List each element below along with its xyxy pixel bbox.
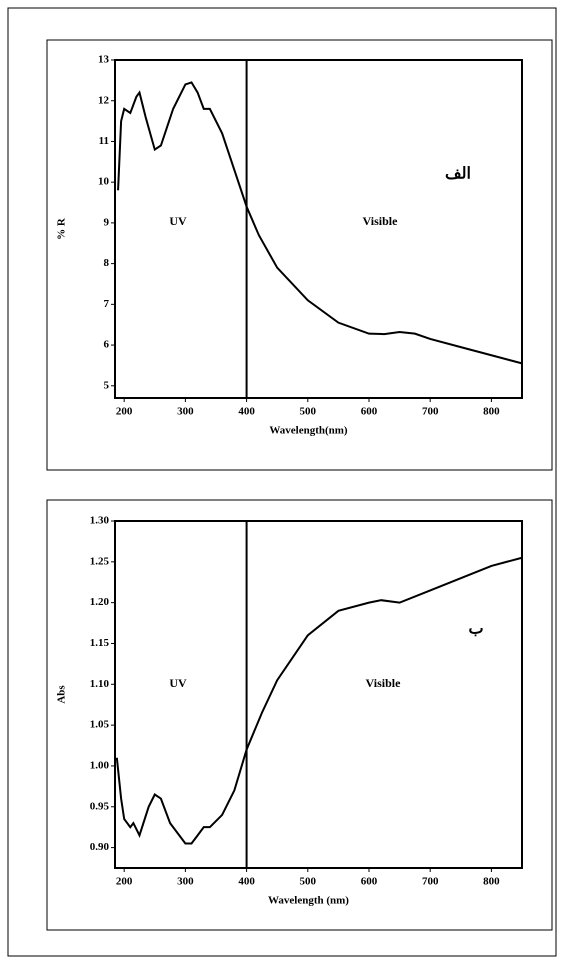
- y-tick-label: 1.10: [90, 678, 110, 690]
- annotation: Visible: [366, 676, 402, 690]
- y-tick-label: 10: [98, 176, 110, 188]
- plot-area: [114, 520, 523, 869]
- annotation: UV: [169, 214, 187, 228]
- x-tick-label: 400: [238, 406, 255, 418]
- x-axis-label: Wavelength (nm): [268, 895, 349, 907]
- y-tick-label: 11: [99, 135, 109, 147]
- x-tick-label: 300: [177, 406, 194, 418]
- y-tick-label: 1.20: [90, 596, 110, 608]
- x-tick-label: 300: [177, 876, 194, 888]
- y-tick-label: 7: [104, 298, 110, 310]
- x-tick-label: 200: [116, 876, 133, 888]
- x-tick-label: 800: [483, 406, 500, 418]
- annotation: الف: [445, 166, 471, 183]
- y-tick-label: 0.90: [90, 841, 110, 853]
- x-tick-label: 700: [422, 876, 439, 888]
- x-tick-label: 600: [361, 406, 378, 418]
- outer-frame: [7, 7, 557, 957]
- plot-area: [114, 59, 523, 399]
- x-tick-label: 200: [116, 406, 133, 418]
- y-tick-label: 1.15: [90, 637, 110, 649]
- y-axis-label: Abs: [56, 685, 68, 704]
- y-tick-label: 5: [104, 379, 110, 391]
- y-tick-label: 1.00: [90, 759, 110, 771]
- annotation: UV: [169, 676, 187, 690]
- y-tick-label: 12: [98, 94, 110, 106]
- x-tick-label: 400: [238, 876, 255, 888]
- x-axis-label: Wavelength(nm): [269, 425, 348, 437]
- data-line: [117, 81, 523, 365]
- x-tick-label: 700: [422, 406, 439, 418]
- chart-frame: [46, 39, 553, 471]
- annotation: Visible: [363, 214, 399, 228]
- x-tick-label: 600: [361, 876, 378, 888]
- x-tick-label: 500: [300, 406, 317, 418]
- y-tick-label: 1.25: [90, 555, 110, 567]
- x-tick-label: 800: [483, 876, 500, 888]
- chart-frame: [46, 499, 553, 931]
- y-tick-label: 0.95: [90, 800, 110, 812]
- y-tick-label: 1.30: [90, 515, 110, 527]
- y-tick-label: 1.05: [90, 719, 110, 731]
- y-tick-label: 6: [104, 339, 110, 351]
- annotation: ب: [468, 621, 483, 638]
- y-tick-label: 9: [104, 216, 110, 228]
- x-tick-label: 500: [300, 876, 317, 888]
- data-line: [115, 556, 523, 845]
- y-tick-label: 13: [98, 54, 110, 66]
- y-tick-label: 8: [104, 257, 110, 269]
- y-axis-label: % R: [56, 217, 68, 240]
